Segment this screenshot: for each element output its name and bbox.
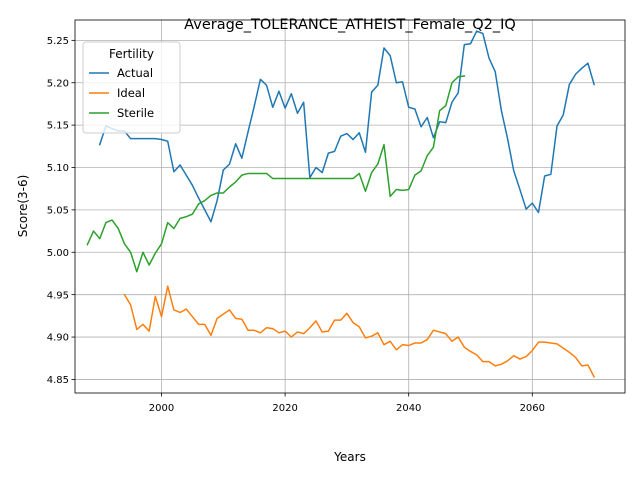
series-line-ideal <box>123 285 596 378</box>
y-axis-label: Score(3-6) <box>16 175 30 238</box>
series-line-sterile <box>86 75 466 273</box>
series-line-actual <box>98 30 596 223</box>
grid-layer <box>75 20 625 393</box>
series-layer <box>86 30 596 378</box>
x-tick-label: 2040 <box>396 403 421 414</box>
legend-label-actual: Actual <box>117 66 153 80</box>
y-tick-label: 4.90 <box>47 333 69 344</box>
y-tick-label: 4.95 <box>47 290 69 301</box>
y-tick-label: 5.15 <box>47 121 69 132</box>
x-tick-label: 2000 <box>149 403 174 414</box>
x-tick-label: 2060 <box>520 403 545 414</box>
y-tick-label: 5.20 <box>47 78 69 89</box>
legend-entries: Actual Ideal Sterile <box>89 66 154 120</box>
x-tick-label: 2020 <box>272 403 297 414</box>
legend-label-ideal: Ideal <box>117 86 145 100</box>
legend: Fertility Actual Ideal Sterile <box>82 41 181 134</box>
legend-box <box>82 41 181 134</box>
y-tick-label: 5.00 <box>47 248 69 259</box>
legend-label-sterile: Sterile <box>117 106 154 120</box>
axes-frame <box>74 19 626 394</box>
y-tick-label: 5.10 <box>47 163 69 174</box>
y-tick-label: 5.05 <box>47 205 69 216</box>
legend-title: Fertility <box>109 47 154 61</box>
x-axis-label: Years <box>333 450 366 464</box>
y-tick-label: 4.85 <box>47 375 69 386</box>
chart-title: Average_TOLERANCE_ATHEIST_Female_Q2_IQ <box>184 17 516 33</box>
y-tick-label: 5.25 <box>47 36 69 47</box>
tick-layer: 2000 2020 2040 2060 4.85 4.90 4.95 5.00 5.05 5.10… <box>47 36 545 414</box>
